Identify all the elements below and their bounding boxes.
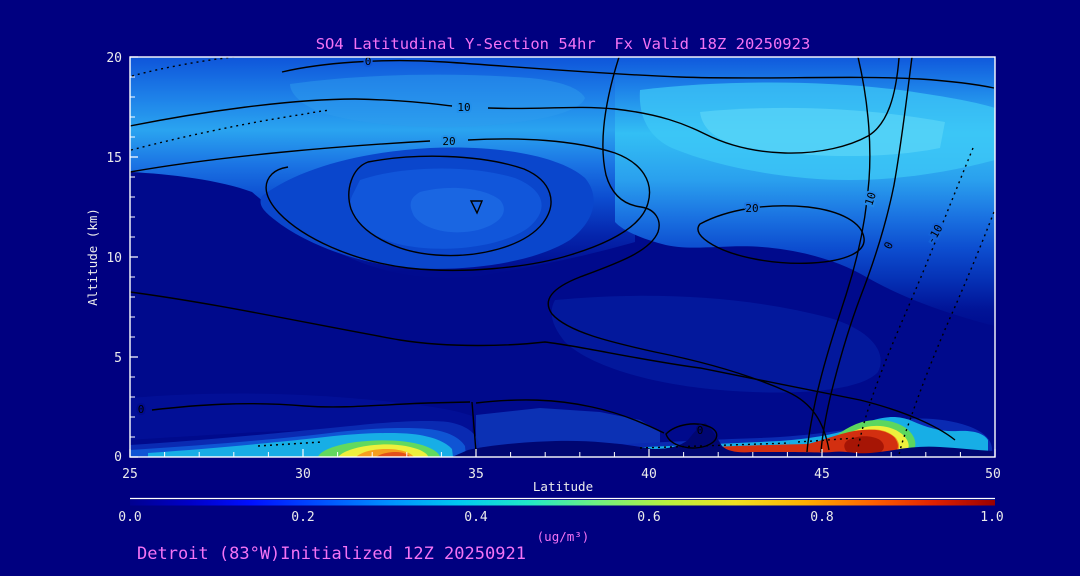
contour-lines bbox=[130, 57, 995, 456]
contour-sweep-center bbox=[547, 57, 830, 451]
x-axis-title: Latitude bbox=[533, 479, 593, 494]
y-tick-5: 5 bbox=[114, 351, 122, 366]
contour-label: 10 bbox=[457, 101, 470, 114]
contour-minimum-marker bbox=[469, 200, 484, 215]
contour-10 bbox=[130, 57, 900, 154]
x-tick-45: 45 bbox=[814, 467, 830, 482]
y-tick-10: 10 bbox=[106, 251, 122, 266]
colorbar: 0.0 0.2 0.4 0.6 0.8 1.0 (ug/m³) bbox=[118, 497, 1004, 544]
contour-20 bbox=[130, 138, 651, 271]
terrain-profile bbox=[452, 423, 993, 457]
x-tick-25: 25 bbox=[122, 467, 138, 482]
y-minor-ticks bbox=[130, 76, 135, 438]
contour-label: 0 bbox=[697, 424, 704, 437]
cb-tick-0.8: 0.8 bbox=[810, 510, 833, 525]
x-tick-35: 35 bbox=[468, 467, 484, 482]
y-tick-20: 20 bbox=[106, 51, 122, 66]
init-info-text: Detroit (83°W)Initialized 12Z 20250921 bbox=[137, 544, 526, 564]
colorbar-unit-label: (ug/m³) bbox=[537, 529, 590, 544]
contour-dotted-topleft-2 bbox=[130, 109, 331, 151]
surface-plume-left bbox=[130, 421, 480, 457]
x-tick-30: 30 bbox=[295, 467, 311, 482]
x-major-ticks bbox=[129, 449, 996, 457]
x-tick-50: 50 bbox=[985, 467, 1001, 482]
contour-inner-loop bbox=[348, 155, 552, 257]
contour-label: 0 bbox=[138, 403, 145, 416]
contour-0-bottom bbox=[151, 399, 665, 453]
contour-label: 20 bbox=[442, 135, 455, 148]
contour-label: 20 bbox=[745, 202, 758, 215]
colorbar-gradient bbox=[130, 500, 995, 506]
contour-20-right-loop bbox=[697, 205, 865, 265]
plot-title: SO4 Latitudinal Y-Section 54hr Fx Valid … bbox=[316, 35, 811, 53]
contour-label: 10 bbox=[862, 191, 878, 208]
contour-10-right bbox=[806, 57, 871, 453]
contour-label: 0 bbox=[365, 55, 372, 68]
contour-label-group: 0 10 20 20 10 0 -10 0 0 bbox=[136, 55, 948, 439]
cb-tick-1.0: 1.0 bbox=[980, 510, 1003, 525]
mid-level-lobe-core bbox=[410, 187, 504, 233]
contour-dotted-topleft-1 bbox=[131, 57, 240, 77]
x-minor-ticks bbox=[164, 452, 961, 457]
contour-0-top bbox=[281, 59, 995, 89]
cb-tick-0.2: 0.2 bbox=[291, 510, 314, 525]
y-major-ticks bbox=[130, 56, 138, 458]
contour-0-small-loop bbox=[665, 423, 718, 449]
contour-dotted-plume-right bbox=[639, 437, 857, 449]
cb-tick-0.4: 0.4 bbox=[464, 510, 488, 525]
x-axis-tick-labels: 25 30 35 40 45 50 bbox=[122, 467, 1001, 482]
cb-tick-0.6: 0.6 bbox=[637, 510, 660, 525]
low-level-patch-center bbox=[476, 408, 660, 448]
colorbar-tick-labels: 0.0 0.2 0.4 0.6 0.8 1.0 bbox=[118, 510, 1003, 525]
filled-contour-field: 0 10 20 20 10 0 -10 0 0 bbox=[130, 55, 995, 457]
plot-frame bbox=[129, 56, 996, 458]
contour-0-right bbox=[820, 57, 913, 453]
y-tick-15: 15 bbox=[106, 151, 122, 166]
contour-mid-diagonal bbox=[130, 291, 956, 441]
x-tick-40: 40 bbox=[641, 467, 657, 482]
subtle-lower-middle-patch bbox=[551, 295, 881, 393]
cb-tick-0.0: 0.0 bbox=[118, 510, 141, 525]
y-tick-0: 0 bbox=[114, 450, 122, 465]
bright-patch-upper-center bbox=[290, 74, 585, 128]
y-axis-tick-labels: 20 15 10 5 0 bbox=[106, 51, 122, 465]
y-axis-title: Altitude (km) bbox=[85, 208, 100, 306]
